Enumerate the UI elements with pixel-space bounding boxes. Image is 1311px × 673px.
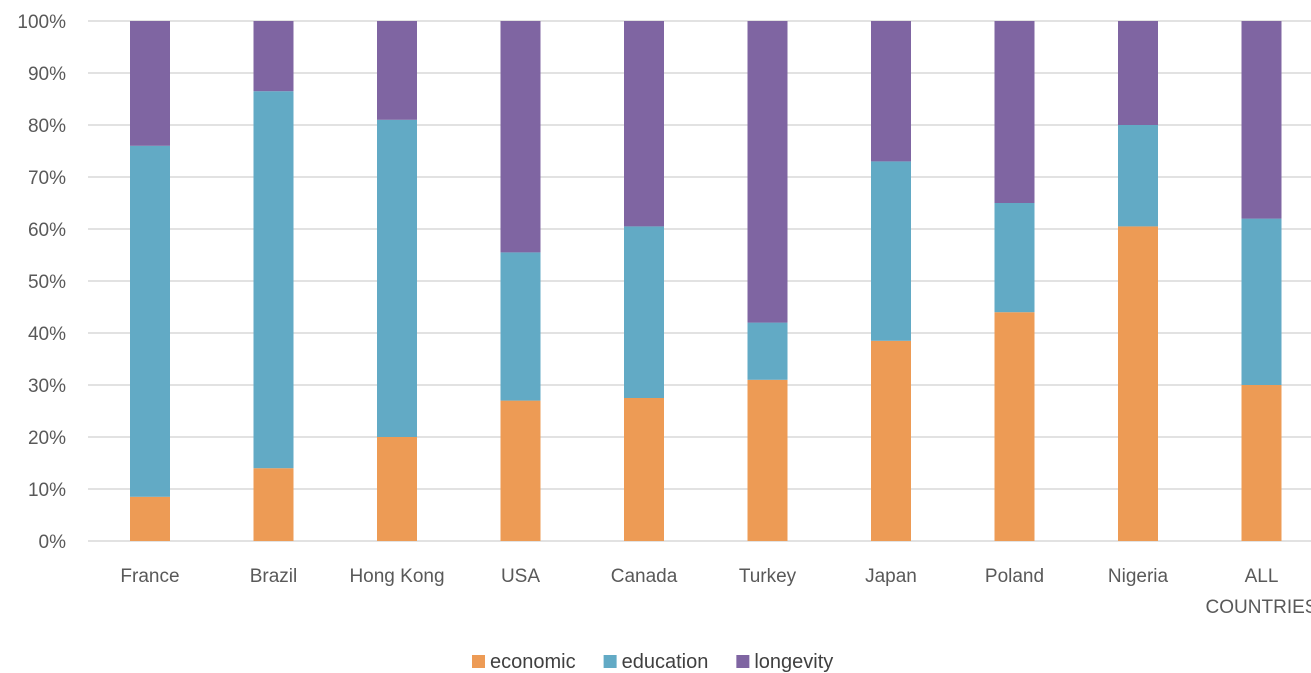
legend-swatch-education: [603, 655, 617, 668]
bar-education: [994, 203, 1035, 313]
bars: [130, 21, 1282, 541]
legend: economic education longevity: [472, 651, 833, 673]
x-category-label: ALL: [1245, 566, 1279, 587]
x-category-label: COUNTRIES: [1206, 597, 1311, 618]
bar-economic: [871, 340, 911, 541]
y-tick-label: 10%: [28, 480, 66, 501]
y-tick-label: 30%: [28, 376, 66, 397]
bar-education: [130, 145, 170, 497]
y-tick-label: 80%: [28, 116, 66, 137]
bar-economic: [1241, 385, 1282, 541]
bar-longevity: [500, 21, 541, 253]
bar-education: [500, 252, 541, 401]
bar-longevity: [1118, 21, 1158, 125]
bar-longevity: [253, 21, 294, 92]
bar-economic: [1118, 226, 1158, 541]
bar-education: [871, 161, 911, 341]
y-tick-label: 100%: [17, 12, 66, 33]
bar-economic: [624, 398, 664, 541]
bar-education: [624, 226, 664, 398]
x-category-label: Canada: [611, 566, 678, 587]
x-category-label: Nigeria: [1108, 566, 1169, 587]
legend-label-education: education: [622, 651, 709, 673]
legend-label-longevity: longevity: [754, 651, 833, 673]
bar-education: [747, 322, 788, 380]
bar-longevity: [747, 21, 788, 323]
bar-economic: [253, 468, 294, 541]
x-category-label: Japan: [865, 566, 917, 587]
legend-swatch-longevity: [736, 655, 750, 668]
y-tick-label: 0%: [39, 532, 67, 553]
bar-longevity: [871, 21, 911, 162]
legend-swatch-economic: [472, 655, 485, 668]
bar-longevity: [377, 21, 417, 120]
bar-economic: [994, 312, 1035, 541]
y-axis: 0% 10% 20% 30% 40% 50% 60% 70% 80% 90% 100%: [17, 12, 66, 553]
y-tick-label: 60%: [28, 220, 66, 241]
y-tick-label: 90%: [28, 64, 66, 85]
bar-economic: [130, 496, 170, 541]
y-tick-label: 50%: [28, 272, 66, 293]
bar-longevity: [994, 21, 1035, 203]
x-category-label: France: [120, 566, 179, 587]
x-category-label: Poland: [985, 566, 1044, 587]
bar-economic: [377, 437, 417, 541]
bar-longevity: [624, 21, 664, 227]
bar-economic: [500, 400, 541, 541]
bar-education: [1241, 218, 1282, 385]
bar-education: [1118, 125, 1158, 227]
y-tick-label: 40%: [28, 324, 66, 345]
bar-education: [377, 119, 417, 438]
x-category-label: Hong Kong: [349, 566, 444, 587]
bar-economic: [747, 379, 788, 541]
x-axis: France Brazil Hong Kong USA Canada Turkey Japa…: [120, 566, 1311, 618]
x-category-label: USA: [501, 566, 540, 587]
y-tick-label: 70%: [28, 168, 66, 189]
bar-longevity: [130, 21, 170, 146]
bar-longevity: [1241, 21, 1282, 219]
y-tick-label: 20%: [28, 428, 66, 449]
x-category-label: Turkey: [739, 566, 797, 587]
legend-label-economic: economic: [490, 651, 576, 673]
bar-education: [253, 91, 294, 469]
x-category-label: Brazil: [250, 566, 298, 587]
